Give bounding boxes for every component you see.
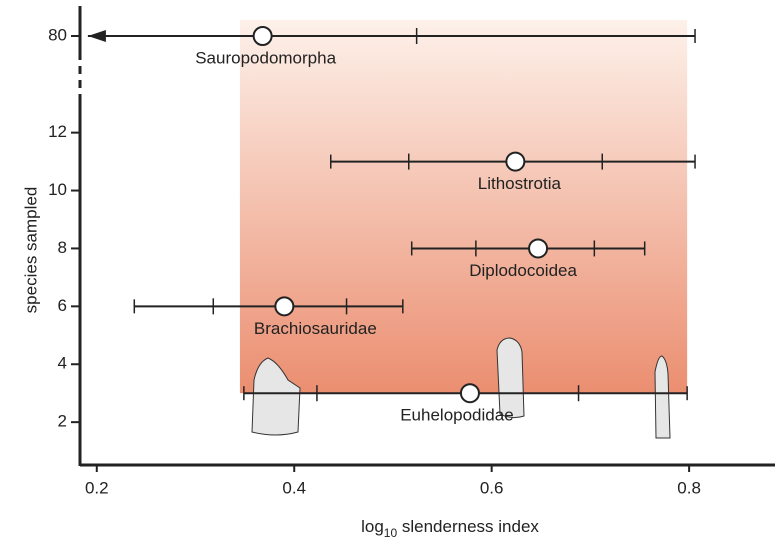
series-label: Sauropodomorpha xyxy=(195,48,336,67)
point xyxy=(274,296,295,317)
tooth-illustrations xyxy=(251,337,671,439)
series-label: Lithostrotia xyxy=(478,174,562,193)
y-tick-label: 10 xyxy=(48,180,67,199)
series-label: Diplodocoidea xyxy=(469,261,577,280)
point xyxy=(528,238,549,259)
x-axis-label: log10 slenderness index xyxy=(361,517,539,540)
x-label-subscript: 10 xyxy=(384,526,398,540)
series-label: Brachiosauridae xyxy=(254,319,377,338)
tooth-narrow xyxy=(654,355,671,439)
y-tick-label: 12 xyxy=(48,122,67,141)
axes xyxy=(78,6,775,467)
highlight-region xyxy=(239,20,688,394)
tooth-euhelopodid xyxy=(496,337,525,419)
tooth-brachiosaurid xyxy=(251,357,301,436)
x-label-base: log xyxy=(361,517,384,536)
x-label-rest: slenderness index xyxy=(397,517,539,536)
x-tick-label: 0.2 xyxy=(85,478,109,497)
series-label: Euhelopodidae xyxy=(400,406,513,425)
range-arrow xyxy=(87,30,106,42)
y-axis-label: species sampled xyxy=(21,187,40,314)
point xyxy=(459,383,480,404)
y-tick-label: 4 xyxy=(58,354,67,373)
point xyxy=(252,26,273,46)
y-tick-label: 8 xyxy=(58,238,67,257)
x-tick-label: 0.4 xyxy=(282,478,306,497)
y-tick-label: 80 xyxy=(48,25,67,44)
y-tick-label: 6 xyxy=(58,296,67,315)
y-tick-label: 2 xyxy=(58,412,67,431)
x-tick-label: 0.8 xyxy=(677,478,701,497)
x-tick-label: 0.6 xyxy=(480,478,504,497)
point xyxy=(505,151,526,172)
